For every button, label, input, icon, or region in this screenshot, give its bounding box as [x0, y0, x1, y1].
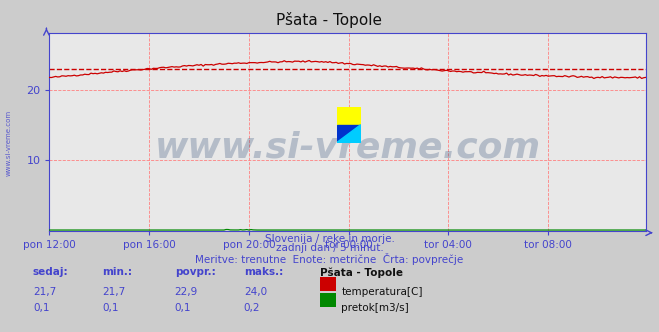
Text: maks.:: maks.: — [244, 267, 283, 277]
Text: www.si-vreme.com: www.si-vreme.com — [155, 131, 540, 165]
Text: povpr.:: povpr.: — [175, 267, 215, 277]
Text: Slovenija / reke in morje.: Slovenija / reke in morje. — [264, 234, 395, 244]
Text: 0,2: 0,2 — [244, 303, 260, 313]
Text: 0,1: 0,1 — [175, 303, 191, 313]
Text: zadnji dan / 5 minut.: zadnji dan / 5 minut. — [275, 243, 384, 253]
Text: 0,1: 0,1 — [33, 303, 49, 313]
Text: temperatura[C]: temperatura[C] — [341, 287, 423, 296]
Text: min.:: min.: — [102, 267, 132, 277]
Text: 0,1: 0,1 — [102, 303, 119, 313]
Text: 22,9: 22,9 — [175, 287, 198, 296]
Text: sedaj:: sedaj: — [33, 267, 69, 277]
Text: www.si-vreme.com: www.si-vreme.com — [5, 110, 12, 176]
Text: pretok[m3/s]: pretok[m3/s] — [341, 303, 409, 313]
Text: 24,0: 24,0 — [244, 287, 267, 296]
Text: Meritve: trenutne  Enote: metrične  Črta: povprečje: Meritve: trenutne Enote: metrične Črta: … — [195, 253, 464, 265]
Text: 21,7: 21,7 — [33, 287, 56, 296]
Text: 21,7: 21,7 — [102, 287, 125, 296]
Text: Pšata - Topole: Pšata - Topole — [277, 12, 382, 28]
Text: Pšata - Topole: Pšata - Topole — [320, 267, 403, 278]
